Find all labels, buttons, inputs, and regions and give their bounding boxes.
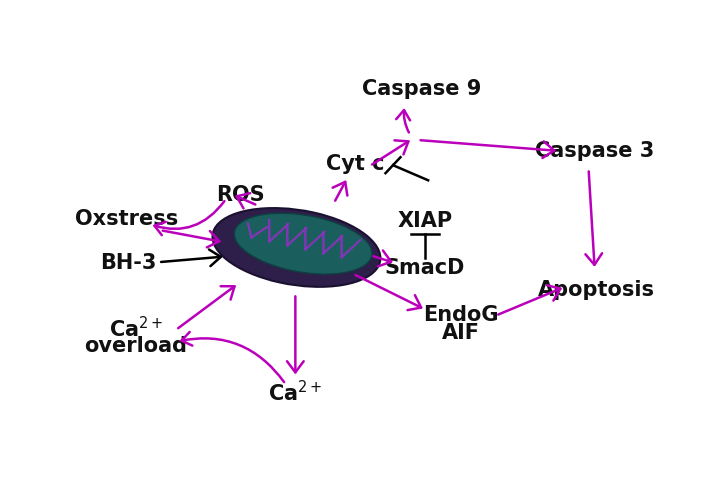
Text: Caspase 3: Caspase 3 <box>536 141 654 161</box>
Text: Cyt c: Cyt c <box>325 154 384 174</box>
Text: Ca$^{2+}$: Ca$^{2+}$ <box>109 316 163 341</box>
Text: Ca$^{2+}$: Ca$^{2+}$ <box>268 380 323 405</box>
Ellipse shape <box>212 208 380 287</box>
Text: AIF: AIF <box>442 323 480 343</box>
Text: ROS: ROS <box>216 185 265 205</box>
Text: EndoG: EndoG <box>423 305 499 325</box>
Text: BH-3: BH-3 <box>100 252 156 272</box>
Text: overload: overload <box>84 336 187 356</box>
Text: Oxstress: Oxstress <box>75 209 178 229</box>
Text: SmacD: SmacD <box>384 258 465 278</box>
Ellipse shape <box>234 213 372 274</box>
Text: XIAP: XIAP <box>397 211 452 231</box>
Text: Apoptosis: Apoptosis <box>538 280 655 300</box>
Text: Caspase 9: Caspase 9 <box>362 79 482 99</box>
